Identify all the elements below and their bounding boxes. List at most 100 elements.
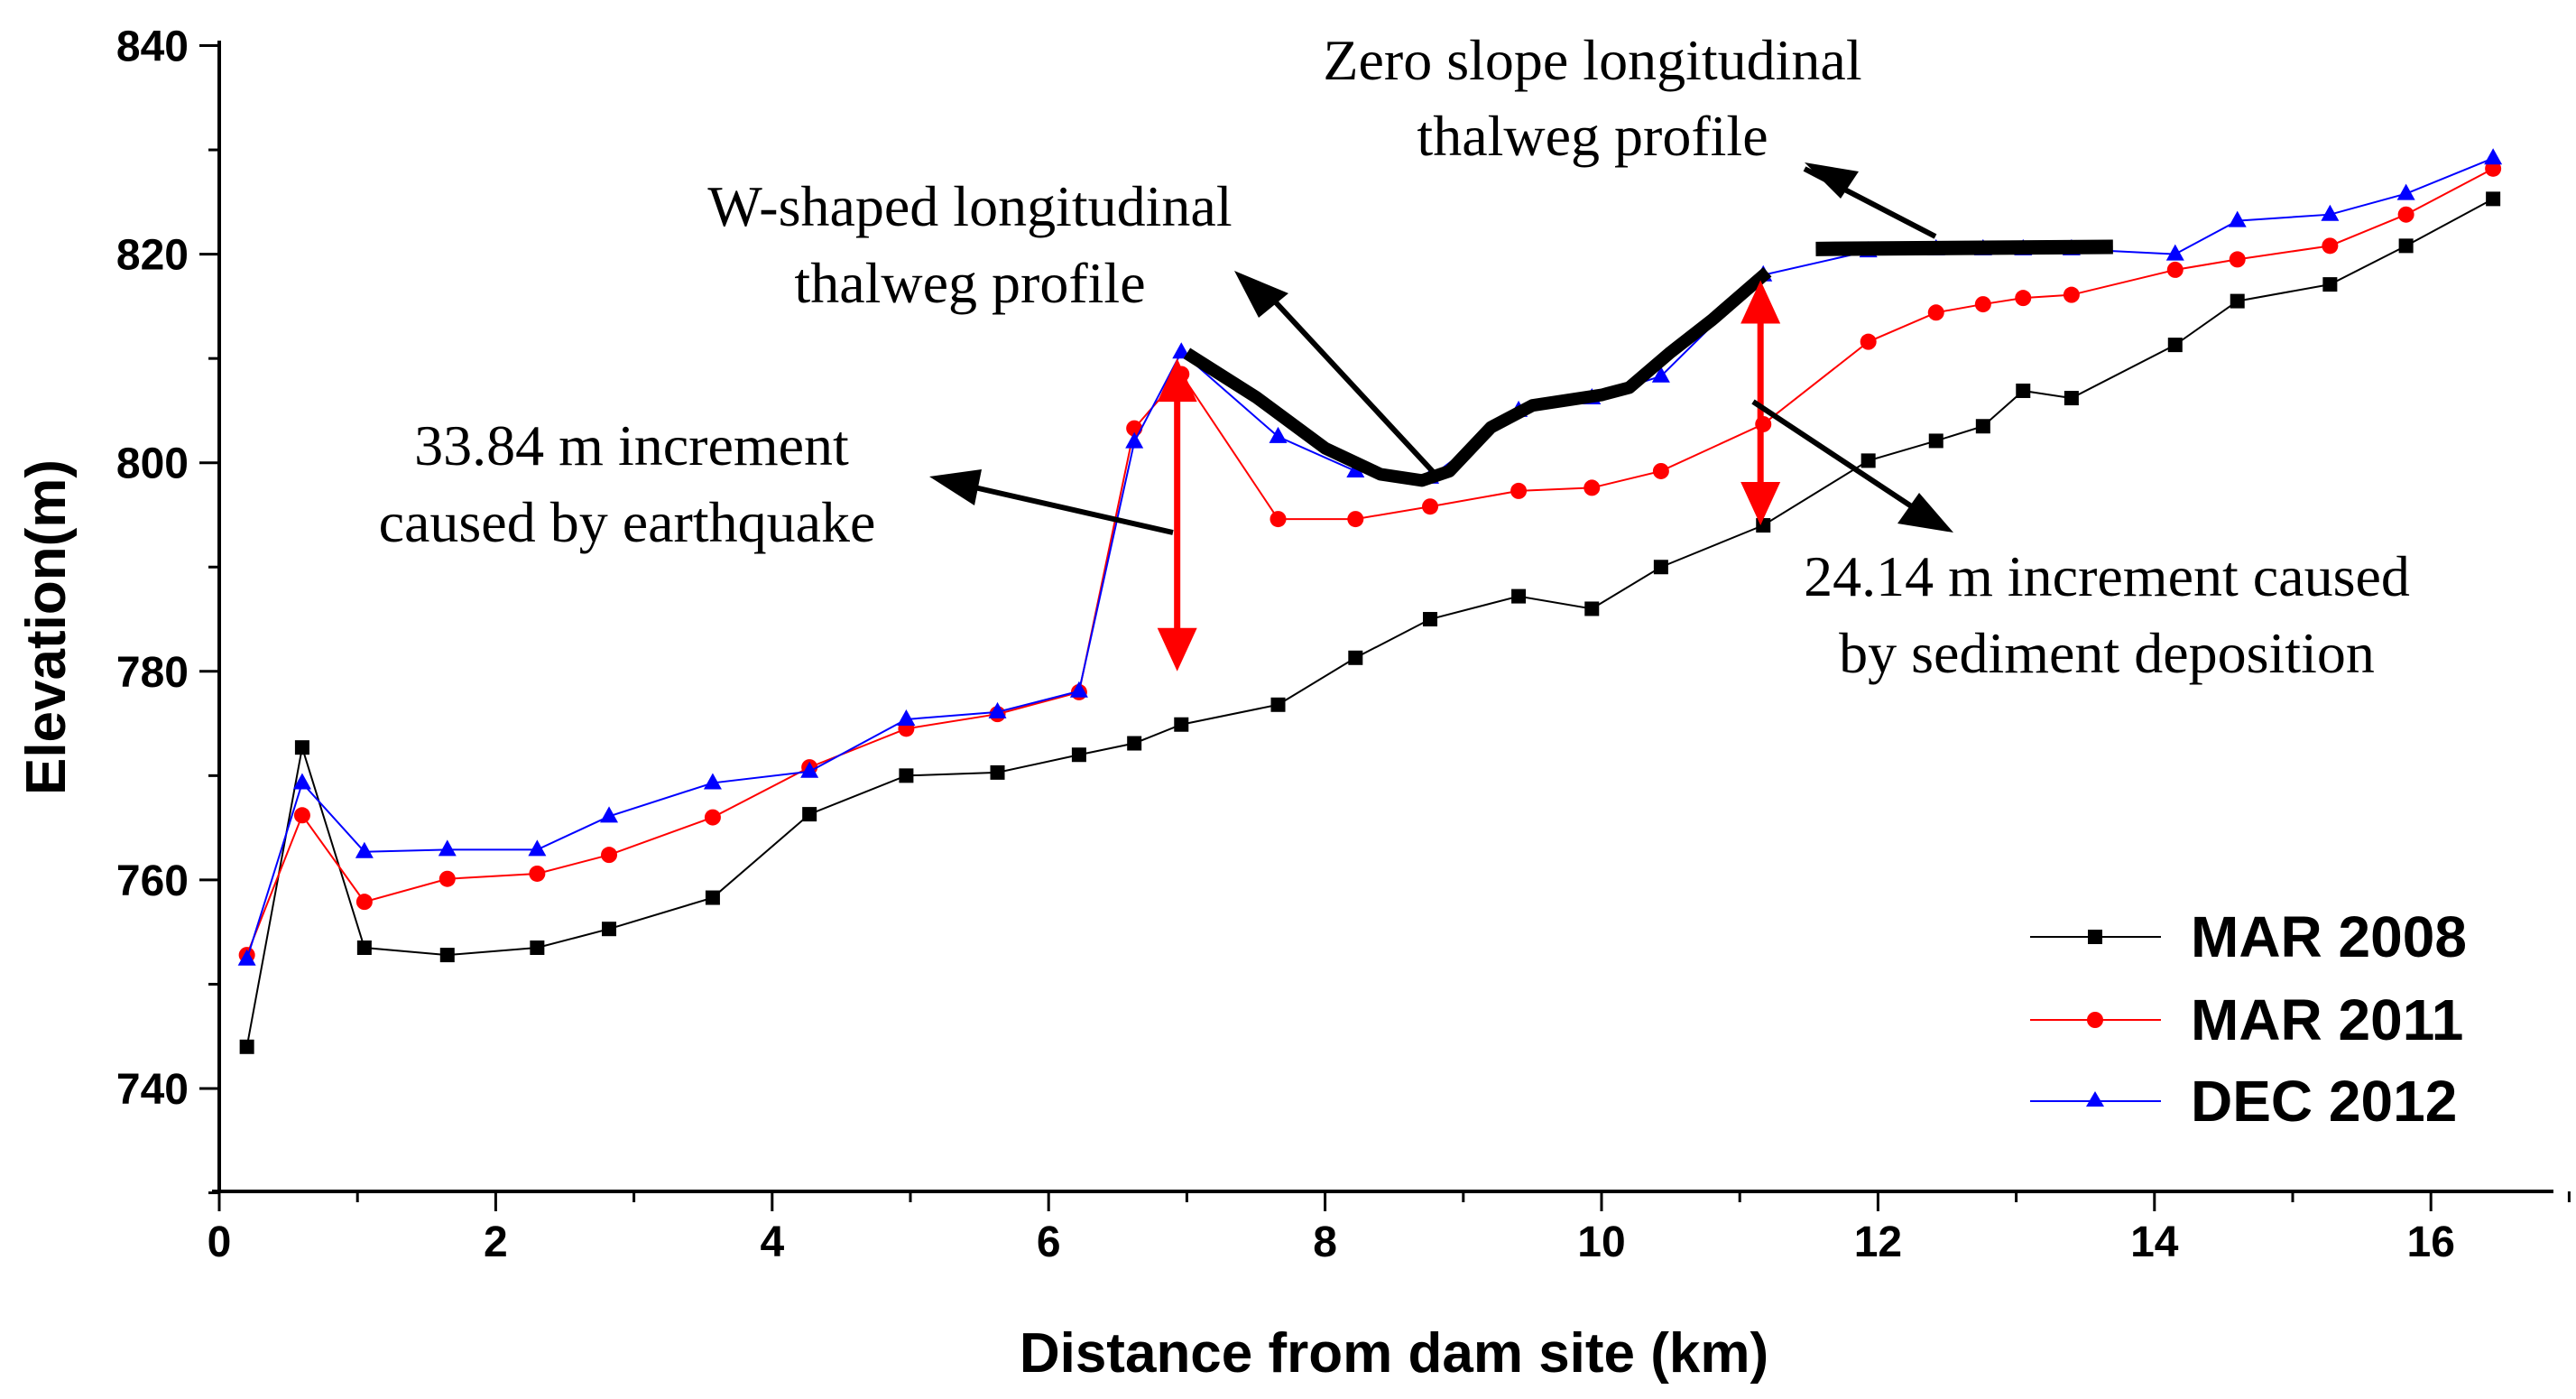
x-axis-title: Distance from dam site (km) — [1020, 1322, 1768, 1385]
data-point-mar-2011 — [1927, 304, 1944, 321]
data-point-mar-2008 — [1975, 419, 1990, 434]
annotation-earthquake-increment: 33.84 m increment caused by earthquake — [379, 413, 876, 554]
annotation-deposition-line2: by sediment deposition — [1839, 621, 2375, 685]
data-point-dec-2012 — [2484, 148, 2503, 165]
data-point-dec-2012 — [292, 773, 311, 790]
data-point-mar-2011 — [355, 894, 373, 911]
data-point-dec-2012 — [800, 761, 819, 778]
y-tick-label: 820 — [116, 232, 189, 280]
data-point-mar-2008 — [2064, 391, 2079, 406]
annotation-zero-slope-line2: thalweg profile — [1417, 104, 1768, 168]
data-point-mar-2008 — [1860, 453, 1876, 468]
x-tick-label: 14 — [2130, 1218, 2179, 1266]
data-point-mar-2011 — [2322, 237, 2339, 255]
data-point-mar-2008 — [239, 1039, 254, 1054]
data-point-dec-2012 — [897, 709, 916, 726]
legend-marker-mar-2008 — [2088, 930, 2102, 944]
data-point-dec-2012 — [2228, 210, 2247, 227]
data-point-dec-2012 — [1269, 426, 1288, 443]
series-line-mar-2011 — [245, 167, 2494, 956]
legend-marker-mar-2011 — [2087, 1012, 2103, 1028]
legend-marker-dec-2012 — [2086, 1091, 2104, 1107]
pointer-arrow-w-shaped — [1260, 286, 1442, 481]
increment-arrow-2 — [1740, 280, 1781, 526]
data-point-dec-2012 — [237, 949, 256, 966]
data-point-mar-2008 — [2398, 238, 2414, 254]
data-point-dec-2012 — [2321, 204, 2340, 221]
increment-arrow-head-bottom — [1157, 627, 1197, 672]
data-point-mar-2008 — [294, 740, 309, 755]
data-point-mar-2008 — [530, 940, 545, 956]
series-line-mar-2008 — [245, 198, 2494, 1047]
x-tick-label: 2 — [484, 1218, 508, 1266]
legend-item-dec-2012: DEC 2012 — [2030, 1069, 2457, 1134]
data-point-mar-2008 — [990, 764, 1005, 780]
y-axis-title: Elevation(m) — [15, 459, 78, 795]
data-point-mar-2011 — [1347, 511, 1364, 528]
x-tick-label: 12 — [1854, 1218, 1902, 1266]
data-point-mar-2008 — [1653, 560, 1668, 575]
data-point-mar-2008 — [1348, 650, 1363, 665]
pointer-arrow-zero-slope-head — [1805, 162, 1859, 199]
data-point-mar-2008 — [439, 948, 455, 963]
legend-label-dec-2012: DEC 2012 — [2191, 1069, 2457, 1134]
annotation-zero-slope: Zero slope longitudinal thalweg profile — [1323, 28, 1861, 168]
data-point-mar-2011 — [601, 847, 618, 864]
legend-item-mar-2011: MAR 2011 — [2030, 987, 2463, 1052]
data-point-mar-2008 — [2167, 338, 2183, 353]
pointer-arrow-earthquake-head — [929, 469, 982, 505]
data-point-dec-2012 — [600, 806, 619, 823]
x-tick-label: 8 — [1313, 1218, 1337, 1266]
w-shaped-thalweg-profile — [1183, 266, 1772, 487]
x-tick-label: 16 — [2407, 1218, 2455, 1266]
data-point-mar-2011 — [2485, 160, 2502, 177]
data-point-mar-2008 — [356, 940, 372, 956]
data-point-mar-2008 — [2486, 191, 2501, 207]
data-point-dec-2012 — [1125, 431, 1144, 449]
data-point-mar-2008 — [705, 890, 720, 905]
data-point-dec-2012 — [1651, 366, 1670, 383]
data-point-mar-2008 — [1928, 433, 1944, 449]
annotation-deposition-line1: 24.14 m increment caused — [1804, 544, 2410, 608]
data-point-mar-2008 — [899, 768, 914, 783]
data-point-mar-2008 — [1423, 612, 1438, 627]
data-point-dec-2012 — [2165, 244, 2184, 261]
data-point-mar-2011 — [2063, 286, 2080, 303]
x-tick-label: 10 — [1577, 1218, 1625, 1266]
pointer-arrow-earthquake — [974, 485, 1174, 535]
annotation-zero-slope-line1: Zero slope longitudinal — [1323, 28, 1861, 92]
data-point-mar-2008 — [1127, 736, 1142, 751]
data-point-mar-2011 — [439, 870, 456, 887]
annotation-w-shaped-line2: thalweg profile — [794, 251, 1145, 315]
data-point-mar-2011 — [2015, 290, 2032, 307]
legend: MAR 2008 MAR 2011 DEC 2012 — [2030, 904, 2467, 1134]
x-tick-label: 0 — [208, 1218, 232, 1266]
data-point-dec-2012 — [438, 839, 457, 857]
plot-area: 0 2 4 6 8 10 12 14 16 740 760 780 800 820 840 — [116, 23, 2571, 1266]
data-point-mar-2011 — [2397, 206, 2414, 223]
y-tick-label: 800 — [116, 440, 189, 488]
overlay-layer — [1157, 239, 2113, 672]
data-point-dec-2012 — [1069, 681, 1088, 698]
pointer-arrow-deposition — [1751, 399, 1915, 510]
increment-arrow-1 — [1157, 358, 1197, 672]
data-point-mar-2011 — [1422, 498, 1439, 515]
data-point-mar-2008 — [2322, 277, 2338, 292]
annotation-earthquake-line1: 33.84 m increment — [414, 413, 849, 477]
data-point-mar-2008 — [2230, 293, 2245, 309]
axes-layer: 0 2 4 6 8 10 12 14 16 740 760 780 800 820 840 — [116, 23, 2571, 1266]
x-tick-label: 4 — [760, 1218, 784, 1266]
data-point-mar-2008 — [602, 922, 617, 937]
data-point-mar-2008 — [1174, 717, 1189, 732]
data-point-mar-2011 — [1860, 333, 1877, 350]
data-point-mar-2011 — [1510, 482, 1528, 499]
data-point-mar-2008 — [1270, 697, 1286, 712]
data-point-mar-2008 — [1511, 588, 1527, 604]
y-tick-label: 740 — [116, 1066, 189, 1114]
data-point-dec-2012 — [528, 839, 547, 857]
data-point-mar-2011 — [1974, 296, 1991, 313]
data-point-mar-2008 — [802, 807, 817, 822]
data-point-mar-2011 — [1652, 462, 1669, 479]
data-point-mar-2011 — [1583, 479, 1601, 496]
data-point-dec-2012 — [703, 773, 722, 790]
